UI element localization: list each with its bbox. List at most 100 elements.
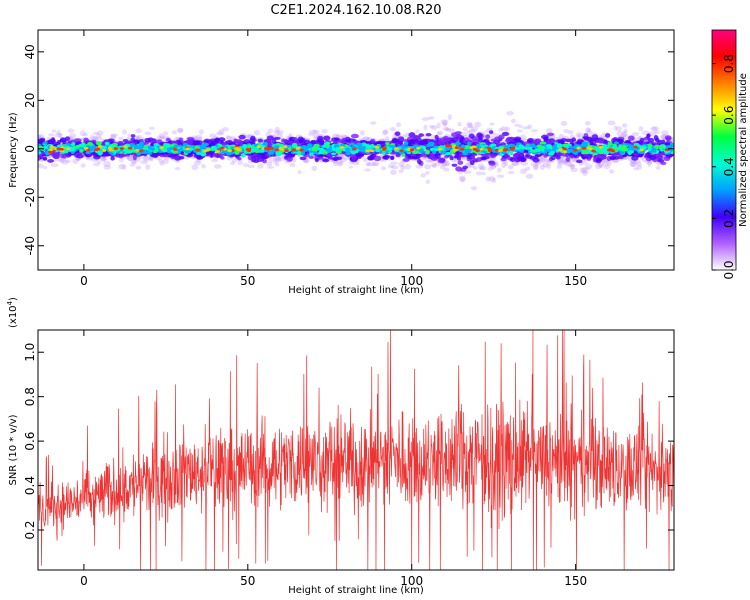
- spectral-cell: [268, 157, 273, 163]
- spectral-peak: [454, 146, 460, 150]
- spectral-peak: [256, 145, 261, 149]
- spectral-cell: [355, 142, 363, 147]
- spectral-cell: [149, 147, 156, 151]
- spectral-cell: [314, 130, 320, 135]
- spectral-cell: [638, 153, 644, 158]
- spectral-cell: [421, 117, 430, 121]
- spectral-cell: [485, 134, 491, 139]
- spectral-cell: [510, 118, 517, 124]
- spectral-cell: [301, 145, 308, 150]
- spectral-cell: [92, 131, 100, 135]
- spectral-cell: [268, 140, 275, 144]
- spectral-cell: [97, 150, 103, 156]
- spectral-cell: [291, 142, 298, 147]
- spectral-cell: [387, 164, 395, 169]
- spectral-cell: [473, 166, 478, 170]
- spectral-cell: [380, 138, 388, 142]
- spectral-cell: [477, 163, 485, 170]
- spectral-cell: [81, 142, 86, 147]
- spectral-cell: [525, 146, 533, 150]
- spectral-cell: [159, 135, 166, 139]
- spectral-cell: [145, 164, 151, 170]
- spectral-cell: [457, 160, 464, 165]
- spectral-cell: [468, 163, 476, 169]
- snr-x-tick-label: 50: [240, 574, 255, 588]
- spectral-cell: [623, 128, 628, 133]
- spectral-cell: [289, 162, 296, 168]
- spectral-cell: [334, 137, 339, 141]
- spectral-cell: [177, 128, 184, 134]
- spectral-peak: [365, 149, 370, 153]
- snr-y-tick-label: 0.8: [23, 387, 37, 406]
- spectral-cell: [423, 124, 428, 131]
- spectral-cell: [569, 164, 576, 169]
- spectral-cell: [544, 158, 551, 163]
- spectrogram-panel: 0 50 100 150 -40 -20 0 20 40 Height of straight …: [8, 29, 675, 296]
- spectral-peak: [394, 147, 399, 150]
- spectral-cell: [254, 149, 260, 153]
- spectral-cell: [556, 164, 563, 169]
- spectral-peak: [282, 145, 288, 149]
- spectrogram-frame: [37, 29, 675, 271]
- spectral-cell: [96, 140, 102, 146]
- spectral-cell: [607, 141, 613, 146]
- spectral-cell: [404, 141, 409, 146]
- spectral-cell: [390, 165, 399, 170]
- spectral-cell: [331, 152, 337, 156]
- spectral-cell: [511, 161, 518, 166]
- spectral-cell: [163, 131, 169, 136]
- spectral-cell: [470, 186, 478, 191]
- spectral-cell: [585, 163, 593, 169]
- spectral-cell: [135, 165, 142, 170]
- spectral-cell: [391, 139, 398, 143]
- spectrogram-x-tick-label: 50: [240, 274, 255, 288]
- spectral-peak: [135, 148, 140, 152]
- spectral-cell: [218, 129, 225, 135]
- spectral-cell: [337, 161, 344, 167]
- spectral-cell: [503, 161, 509, 166]
- spectral-cell: [614, 141, 619, 145]
- spectral-cell: [665, 136, 671, 142]
- spectral-peak: [339, 145, 345, 149]
- spectral-cell: [513, 153, 520, 158]
- spectral-cell: [50, 163, 59, 167]
- spectral-cell: [416, 158, 422, 165]
- spectral-cell: [91, 151, 97, 156]
- spectral-cell: [466, 148, 472, 153]
- spectral-cell: [215, 131, 224, 136]
- spectral-cell: [351, 161, 360, 166]
- spectral-peak: [581, 146, 587, 150]
- spectral-peak: [220, 146, 225, 150]
- spectral-cell: [242, 163, 250, 167]
- spectral-cell: [198, 129, 204, 135]
- spectral-cell: [397, 140, 404, 145]
- spectral-peak: [173, 147, 178, 151]
- spectral-cell: [74, 138, 82, 143]
- spectral-cell: [121, 164, 127, 170]
- spectral-cell: [582, 170, 588, 176]
- spectral-cell: [130, 134, 136, 138]
- spectral-cell: [350, 133, 359, 139]
- spectral-cell: [95, 136, 102, 140]
- spectral-cell: [602, 150, 609, 154]
- spectral-cell: [382, 129, 388, 136]
- spectral-peak: [576, 146, 581, 150]
- spectral-cell: [546, 162, 552, 169]
- spectrogram-y-tick-label: 0: [23, 145, 37, 153]
- spectral-peak: [399, 149, 404, 153]
- spectral-cell: [196, 151, 201, 155]
- snr-scale-label: (x104): [6, 297, 19, 328]
- spectral-cell: [267, 165, 275, 169]
- spectrogram-y-axis-title: Frequency (Hz): [8, 112, 19, 188]
- spectral-cell: [621, 123, 628, 128]
- spectral-cell: [455, 166, 463, 172]
- snr-scale-tail: ): [8, 297, 19, 301]
- spectral-cell: [209, 138, 217, 142]
- spectral-cell: [604, 133, 611, 138]
- spectral-cell: [569, 154, 574, 159]
- spectral-cell: [558, 133, 565, 140]
- spectral-peak: [374, 145, 380, 149]
- spectral-cell: [488, 161, 496, 166]
- spectral-cell: [51, 129, 57, 133]
